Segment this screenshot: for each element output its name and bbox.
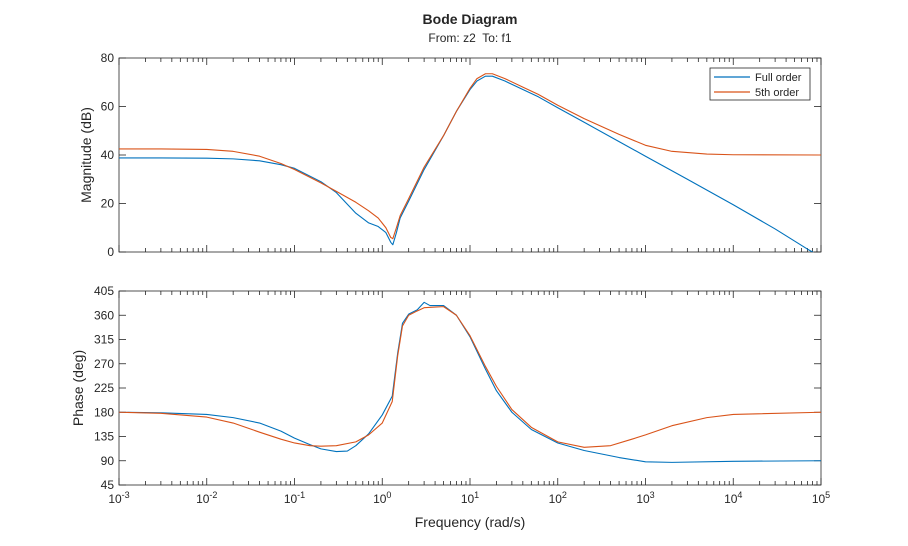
legend-label: 5th order [755, 87, 799, 99]
y-tick-label: 180 [94, 405, 114, 419]
legend-box [709, 67, 811, 101]
series-group [119, 301, 821, 463]
x-axis-label: Frequency (rad/s) [415, 514, 525, 530]
y-tick-label: 60 [101, 100, 115, 114]
x-tick-label: 103 [636, 490, 654, 506]
x-tick-label: 105 [812, 490, 830, 506]
y-tick-label: 20 [101, 197, 115, 211]
y-tick-label: 405 [94, 284, 114, 298]
y-tick-label: 270 [94, 357, 114, 371]
legend-label: Full order [755, 72, 802, 84]
legend: Full order 5th order [709, 67, 811, 101]
y-tick-label: 315 [94, 333, 114, 347]
x-tick-label: 102 [549, 490, 567, 506]
y-tick-label: 90 [101, 454, 115, 468]
plot-area [118, 290, 822, 486]
y-tick-label: 80 [101, 51, 115, 65]
y-tick-label: 135 [94, 430, 114, 444]
y-tick-label: 40 [101, 148, 115, 162]
y-axis-label: Phase (deg) [70, 350, 86, 426]
series-group [119, 73, 821, 252]
series-line-full-order [119, 301, 821, 463]
y-tick-label: 0 [107, 245, 114, 259]
x-tick-label: 104 [724, 490, 742, 506]
series-line-5th-order [119, 306, 821, 448]
y-tick-label: 360 [94, 308, 114, 322]
chart-subtitle: From: z2 To: f1 [428, 31, 511, 45]
x-tick-labels: 10-3 10-2 10-1 100 101 102 103 104 105 [108, 490, 830, 506]
x-tick-label: 100 [373, 490, 391, 506]
x-tick-label: 10-3 [108, 490, 129, 506]
x-tick-label: 10-1 [284, 490, 305, 506]
series-line-5th-order [119, 73, 821, 240]
y-axis-label: Magnitude (dB) [78, 107, 94, 203]
magnitude-panel: 0 20 40 60 80 Magnitude (dB) [78, 51, 822, 259]
chart-title: Bode Diagram [423, 11, 518, 27]
x-tick-label: 10-2 [196, 490, 217, 506]
y-tick-label: 45 [101, 478, 115, 492]
x-tick-label: 101 [461, 490, 479, 506]
series-line-full-order [119, 75, 814, 252]
phase-panel: 45 90 135 180 225 270 315 360 405 Phase (deg) [70, 284, 822, 492]
y-tick-label: 225 [94, 381, 114, 395]
